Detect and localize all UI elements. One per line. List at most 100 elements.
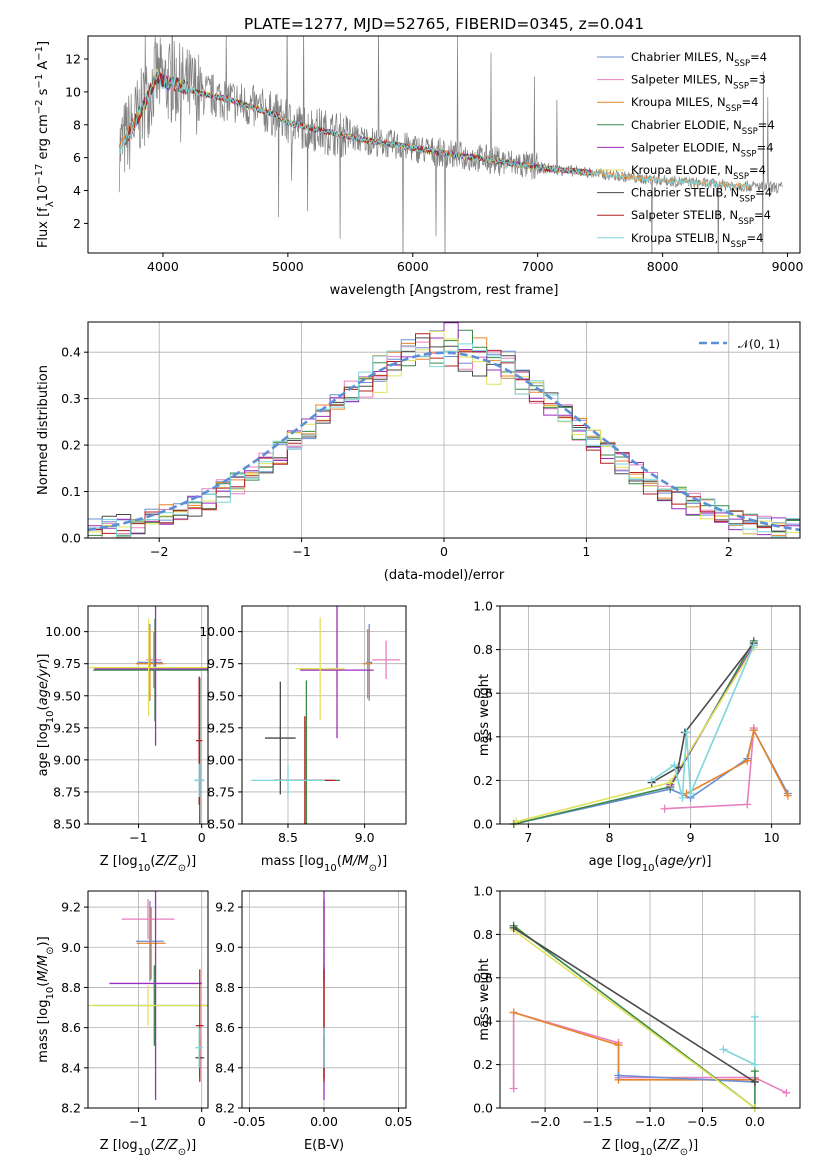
x-tick-label: 6000 — [397, 259, 429, 274]
axes-weight_vs_Z: −2.0 −1.5 −1.0 −0.5 0.0 0.0 0.2 0.4 0.6 0.8 1.0 Z [… — [473, 884, 801, 1158]
y-axis-label: Normed distribution — [36, 365, 51, 495]
legend-sub: SSP — [733, 172, 749, 182]
errorbar-point — [136, 907, 166, 980]
label-part: ⊙ — [178, 1147, 186, 1158]
label-part: ( — [652, 1138, 657, 1153]
label-part: −2 — [34, 99, 45, 114]
y-tick-label: 9.0 — [215, 940, 235, 955]
y-tick-label: 8.6 — [61, 1020, 81, 1035]
y-tick-label: 0.4 — [473, 1014, 493, 1029]
errorbar-point — [121, 899, 175, 940]
weight-marker — [674, 763, 683, 772]
y-tick-label: 0.3 — [61, 391, 81, 406]
label-part: age/yr — [660, 854, 703, 869]
legend-label: Salpeter MILES, NSSP=3 — [631, 73, 766, 92]
label-part: Flux [f — [36, 207, 51, 248]
x-tick-label: -0.05 — [233, 1114, 265, 1129]
label-part: −17 — [34, 164, 45, 185]
weight-marker — [614, 1041, 623, 1050]
label-part: 10 — [36, 185, 51, 202]
x-tick-label: 0 — [440, 544, 448, 559]
weight-line — [651, 644, 755, 798]
x-tick-label: 0 — [198, 830, 206, 845]
weight-marker — [670, 761, 679, 770]
legend-nssp: =4 — [758, 118, 775, 132]
legend-series-name: Chabrier ELODIE, N — [631, 118, 742, 132]
y-axis-label: mass weight — [477, 674, 492, 756]
x-axis-label: Z [log10(Z/Z⊙)] — [602, 1138, 699, 1158]
x-tick-label: 8 — [605, 830, 613, 845]
y-tick-label: 8.6 — [215, 1020, 235, 1035]
y-tick-label: 8.50 — [207, 817, 235, 832]
y-tick-label: 9.00 — [53, 752, 81, 767]
legend-nssp: =3 — [749, 73, 766, 87]
label-part: ( — [337, 854, 342, 869]
axes-mass_vs_ebv: -0.05 0.00 0.05 8.2 8.4 8.6 8.8 9.0 9.2 E(B-V) — [215, 890, 412, 1153]
weight-line — [651, 642, 755, 784]
spectrum-data-line — [118, 36, 783, 253]
weight-marker — [750, 1012, 759, 1021]
y-tick-label: 0.2 — [61, 438, 81, 453]
x-tick-label: −1 — [129, 1114, 147, 1129]
errorbar-point — [136, 901, 164, 982]
legend-nssp: =4 — [757, 140, 774, 154]
legend-sub: SSP — [731, 240, 747, 250]
x-axis-label: age [log10(age/yr)] — [589, 854, 712, 874]
errorbar-point — [300, 606, 374, 739]
label-part: Z/Z — [155, 854, 179, 869]
label-part: 10 — [138, 1147, 151, 1158]
errorbar-point — [136, 627, 164, 700]
legend-label: Kroupa STELIB, NSSP=4 — [631, 231, 763, 250]
x-axis-label: wavelength [Angstrom, rest frame] — [330, 283, 559, 298]
axes-frame — [499, 605, 801, 825]
weight-marker — [647, 776, 656, 785]
legend-label: Kroupa MILES, NSSP=4 — [631, 95, 758, 114]
weight-line — [686, 727, 789, 797]
figure-title: PLATE=1277, MJD=52765, FIBERID=0345, z=0… — [244, 15, 644, 33]
label-part: age [log — [589, 854, 642, 869]
errorbar-point — [88, 985, 208, 1026]
legend-sub: SSP — [738, 217, 754, 227]
errorbar-point — [295, 617, 345, 721]
y-tick-label: 9.00 — [207, 752, 235, 767]
legend-label: Chabrier MILES, NSSP=4 — [631, 50, 767, 69]
y-tick-label: 0.4 — [473, 729, 493, 744]
legend-series-name: Salpeter STELIB, N — [631, 208, 738, 222]
y-tick-label: 9.2 — [61, 900, 81, 915]
errorbar-point — [372, 640, 400, 680]
x-tick-label: 7 — [524, 830, 532, 845]
errorbar-point — [251, 765, 325, 796]
legend-nssp: =4 — [746, 231, 763, 245]
weight-line — [513, 728, 789, 824]
x-tick-label: −2.0 — [530, 1114, 560, 1129]
y-tick-label: 8.50 — [53, 817, 81, 832]
y-tick-label: 1.0 — [473, 884, 493, 899]
x-tick-label: 10 — [764, 830, 780, 845]
errorbar-point — [363, 629, 373, 699]
x-tick-label: 9 — [687, 830, 695, 845]
label-part: 10 — [45, 987, 56, 1000]
legend-nssp: =4 — [741, 95, 758, 109]
axes-frame — [241, 890, 407, 1109]
weight-marker — [678, 793, 687, 802]
y-tick-label: 8.8 — [61, 980, 81, 995]
x-tick-label: 2 — [725, 544, 733, 559]
y-tick-label: 9.2 — [215, 900, 235, 915]
y-tick-label: 9.50 — [207, 688, 235, 703]
weight-marker — [509, 1084, 518, 1093]
y-axis-label: age [log10(age/yr)] — [36, 654, 56, 777]
y-tick-label: 9.50 — [53, 688, 81, 703]
y-tick-label: 10.00 — [45, 624, 81, 639]
weight-marker — [750, 1060, 759, 1069]
label-part: ( — [36, 982, 51, 987]
label-part: Z/Z — [155, 1138, 179, 1153]
label-part: ⊙ — [45, 946, 56, 954]
x-axis-label: mass [log10(M/M⊙)] — [261, 854, 387, 874]
label-part: )] — [377, 854, 387, 869]
y-tick-label: 0.6 — [473, 686, 493, 701]
legend-series-name: Chabrier MILES, N — [631, 50, 734, 64]
legend-sub: SSP — [726, 104, 742, 114]
y-tick-label: 9.25 — [207, 720, 235, 735]
errorbar-point — [94, 606, 208, 746]
